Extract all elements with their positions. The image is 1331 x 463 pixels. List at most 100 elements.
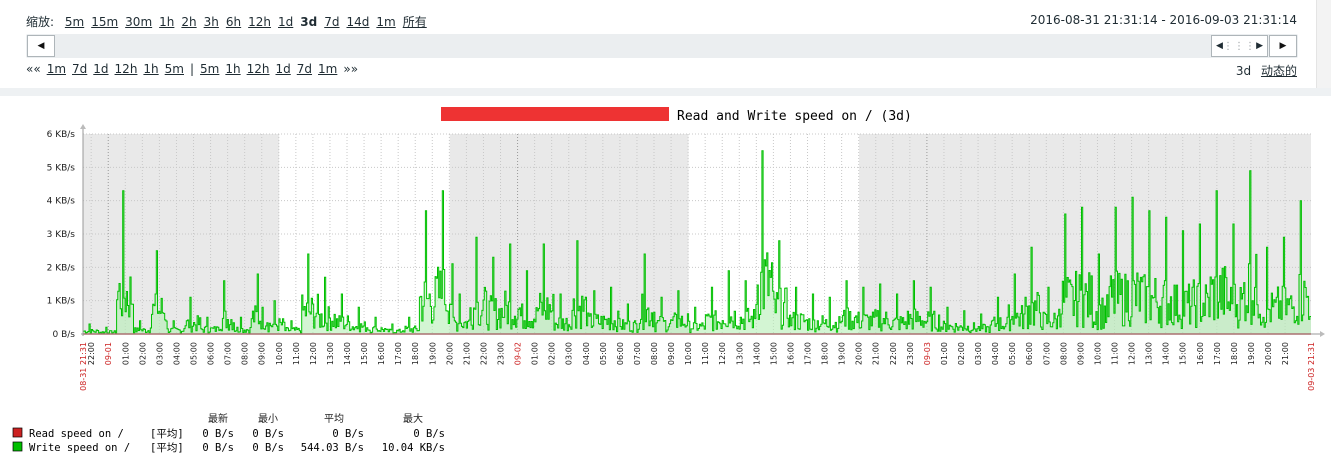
- zoom-option-7[interactable]: 12h: [248, 15, 272, 29]
- x-tick-label: 15:00: [769, 342, 778, 365]
- nav-step-0[interactable]: ««: [26, 62, 41, 76]
- page-scrollbar[interactable]: [1316, 0, 1331, 88]
- x-tick-label: 14:00: [752, 342, 761, 365]
- nav-step-11[interactable]: 1d: [275, 62, 291, 76]
- x-tick-label: 09-02: [514, 342, 523, 365]
- x-tick-label: 19:00: [838, 342, 847, 365]
- x-tick-label: 07:00: [1042, 342, 1051, 365]
- zoom-bar: 缩放: 5m 15m 30m 1h 2h 3h 6h 12h 1d 3d 7d 14d 1m 所有: [26, 13, 434, 30]
- zoom-option-8[interactable]: 1d: [278, 15, 294, 29]
- y-tick-label: 2 KB/s: [47, 263, 76, 273]
- x-tick-label: 21:00: [462, 342, 471, 365]
- scrollbar-handle[interactable]: ◀ ⋮⋮⋮ ▶: [1211, 35, 1268, 57]
- x-tick-label: 01:00: [531, 342, 540, 365]
- x-tick-label: 09-03: [923, 342, 932, 365]
- x-tick-label: 12:00: [1128, 342, 1137, 365]
- x-tick-label: 09:00: [1076, 342, 1085, 365]
- triangle-right-icon: ▶: [1279, 41, 1287, 51]
- x-tick-label: 12:00: [718, 342, 727, 365]
- x-tick-label: 22:00: [479, 342, 488, 365]
- zoom-option-2[interactable]: 30m: [125, 15, 153, 29]
- time-scrollbar[interactable]: ◀ ◀ ⋮⋮⋮ ▶ ▶: [26, 34, 1298, 58]
- x-tick-label: 10:00: [1093, 342, 1102, 365]
- x-tick-label: 17:00: [804, 342, 813, 365]
- triangle-left-icon[interactable]: ◀: [1216, 41, 1223, 51]
- nav-step-3[interactable]: 1d: [93, 62, 109, 76]
- x-tick-label: 12:00: [309, 342, 318, 365]
- x-tick-label: 15:00: [1179, 342, 1188, 365]
- nav-step-9[interactable]: 1h: [225, 62, 241, 76]
- x-tick-label: 22:00: [87, 342, 96, 365]
- nav-step-8[interactable]: 5m: [200, 62, 220, 76]
- zoom-option-10[interactable]: 7d: [324, 15, 340, 29]
- x-tick-label: 06:00: [207, 342, 216, 365]
- x-tick-label: 02:00: [138, 342, 147, 365]
- nav-step-4[interactable]: 12h: [114, 62, 138, 76]
- y-tick-label: 5 KB/s: [47, 163, 76, 173]
- legend-last: 0 B/s: [202, 442, 234, 454]
- legend-swatch: [12, 441, 23, 452]
- x-tick-label: 18:00: [411, 342, 420, 365]
- nav-step-2[interactable]: 7d: [72, 62, 88, 76]
- x-tick-label: 11:00: [292, 342, 301, 365]
- x-tick-label: 18:00: [821, 342, 830, 365]
- legend-last: 0 B/s: [202, 428, 234, 440]
- x-tick-label: 13:00: [735, 342, 744, 365]
- nav-step-12[interactable]: 7d: [296, 62, 313, 76]
- zoom-option-12[interactable]: 1m: [376, 15, 396, 29]
- nav-step-13[interactable]: 1m: [318, 62, 338, 76]
- zoom-option-6[interactable]: 6h: [225, 15, 242, 29]
- legend-func: [平均]: [150, 428, 184, 440]
- legend-avg: 0 B/s: [332, 428, 364, 440]
- y-tick-label: 4 KB/s: [47, 197, 76, 207]
- scroll-right-button[interactable]: ▶: [1269, 35, 1297, 57]
- zoom-option-4[interactable]: 2h: [181, 15, 197, 29]
- x-tick-label: 08:00: [650, 342, 659, 365]
- x-tick-label: 05:00: [1008, 342, 1017, 365]
- zoom-option-0[interactable]: 5m: [64, 15, 85, 29]
- zoom-label: 缩放:: [26, 15, 55, 29]
- nav-step-5[interactable]: 1h: [143, 62, 159, 76]
- zoom-option-11[interactable]: 14d: [346, 15, 370, 29]
- graph-title: Read and Write speed on / (3d): [677, 109, 912, 124]
- legend-name: Read speed on /: [29, 428, 124, 440]
- legend-min: 0 B/s: [252, 428, 284, 440]
- x-tick-label: 15:00: [360, 342, 369, 365]
- nav-step-1[interactable]: 1m: [46, 62, 67, 76]
- zoom-option-13[interactable]: 所有: [402, 15, 427, 29]
- legend-header: 最大: [403, 412, 423, 425]
- x-tick-label: 10:00: [275, 342, 284, 365]
- x-tick-label: 04:00: [582, 342, 591, 365]
- x-tick-label: 11:00: [701, 342, 710, 365]
- x-tick-label: 06:00: [616, 342, 625, 365]
- plot-area: 22:00 09-01 01:00 02:00 03:00 04:00 05:00 06:00…: [47, 124, 1325, 391]
- x-tick-label: 04:00: [172, 342, 181, 365]
- scroll-left-button[interactable]: ◀: [27, 35, 55, 57]
- zoom-option-9[interactable]: 3d: [300, 15, 318, 29]
- x-tick-label: 23:00: [497, 342, 506, 365]
- zoom-option-3[interactable]: 1h: [159, 15, 175, 29]
- nav-step-6[interactable]: 5m: [164, 62, 184, 76]
- x-tick-label: 03:00: [974, 342, 983, 365]
- dynamic-toggle[interactable]: 动态的: [1260, 64, 1297, 78]
- x-tick-label: 13:00: [326, 342, 335, 365]
- x-tick-label: 14:00: [1162, 342, 1171, 365]
- nav-separator: |: [190, 62, 195, 76]
- x-tick-label: 03:00: [565, 342, 574, 365]
- nav-step-14[interactable]: »»: [343, 62, 359, 76]
- zoom-option-5[interactable]: 3h: [203, 15, 219, 29]
- legend-header: 最小: [258, 413, 278, 425]
- nav-step-10[interactable]: 12h: [246, 62, 270, 76]
- legend-header: 最新: [208, 412, 228, 425]
- x-tick-label: 17:00: [394, 342, 403, 365]
- x-tick-label: 07:00: [633, 342, 642, 365]
- zoom-option-1[interactable]: 15m: [91, 15, 119, 29]
- legend-swatch: [12, 427, 23, 438]
- x-tick-label: 19:00: [1247, 342, 1256, 365]
- triangle-right-icon[interactable]: ▶: [1256, 41, 1263, 51]
- x-tick-label: 08:00: [241, 342, 250, 365]
- period-value: 3d: [1235, 64, 1252, 78]
- x-tick-label: 11:00: [1111, 342, 1120, 365]
- x-tick-label: 20:00: [445, 342, 454, 365]
- x-tick-label: 17:00: [1213, 342, 1222, 365]
